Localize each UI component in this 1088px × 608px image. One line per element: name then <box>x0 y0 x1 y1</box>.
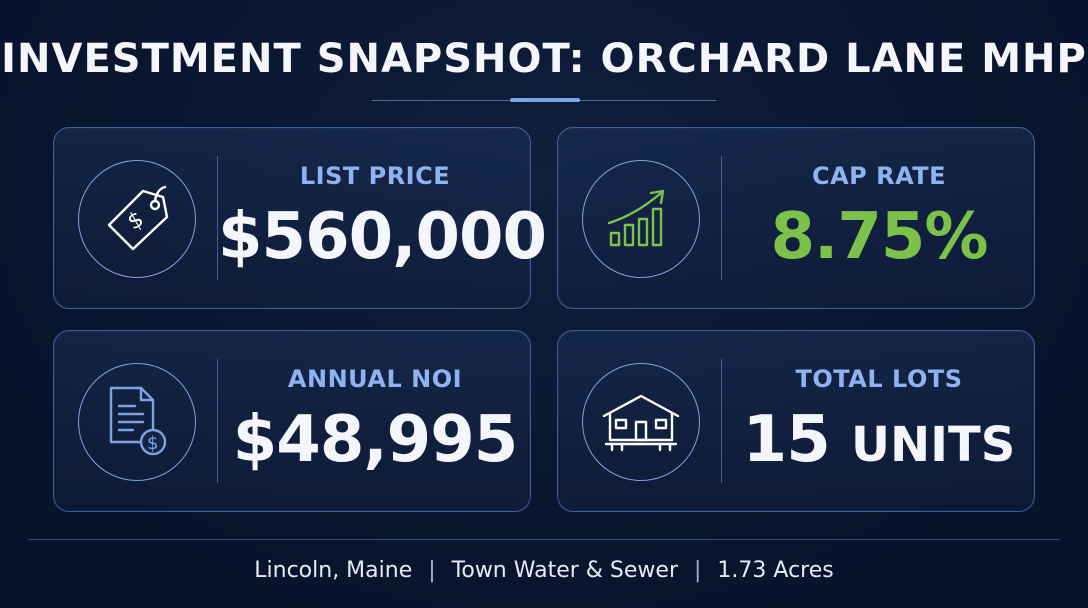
total-lots-value: 15 UNITS <box>722 403 1036 477</box>
total-lots-label: TOTAL LOTS <box>795 365 963 393</box>
page-title: INVESTMENT SNAPSHOT: ORCHARD LANE MHP <box>1 36 1087 82</box>
footer-divider <box>28 539 1060 540</box>
footer-utilities: Town Water & Sewer <box>451 558 678 583</box>
list-price-label: LIST PRICE <box>299 162 451 190</box>
growth-chart-icon <box>582 160 700 278</box>
list-price-card: $ LIST PRICE $560,000 <box>53 127 547 309</box>
total-lots-unit: UNITS <box>851 417 1016 473</box>
total-lots-number: 15 <box>742 403 831 477</box>
footer-separator: | <box>428 558 436 583</box>
list-price-value: $560,000 <box>218 200 547 274</box>
card-divider <box>721 359 722 483</box>
cap-rate-label: CAP RATE <box>811 162 947 190</box>
footer-acreage: 1.73 Acres <box>717 558 834 583</box>
cap-rate-card: CAP RATE 8.75% <box>557 127 1035 309</box>
svg-text:$: $ <box>147 433 158 454</box>
annual-noi-label: ANNUAL NOI <box>287 365 463 393</box>
price-tag-icon: $ <box>78 160 196 278</box>
card-divider <box>721 156 722 280</box>
annual-noi-card: $ ANNUAL NOI $48,995 <box>53 330 531 512</box>
house-icon <box>582 363 700 481</box>
cap-rate-value: 8.75% <box>770 200 988 274</box>
card-divider <box>217 156 218 280</box>
footer-location: Lincoln, Maine <box>254 558 413 583</box>
annual-noi-value: $48,995 <box>232 403 519 477</box>
total-lots-card: TOTAL LOTS 15 UNITS <box>557 330 1035 512</box>
card-divider <box>217 359 218 483</box>
title-underline-accent <box>510 98 580 102</box>
footer-separator: | <box>694 558 702 583</box>
footer-details: Lincoln, Maine | Town Water & Sewer | 1.… <box>0 558 1088 583</box>
document-dollar-icon: $ <box>78 363 196 481</box>
svg-text:$: $ <box>124 207 149 236</box>
